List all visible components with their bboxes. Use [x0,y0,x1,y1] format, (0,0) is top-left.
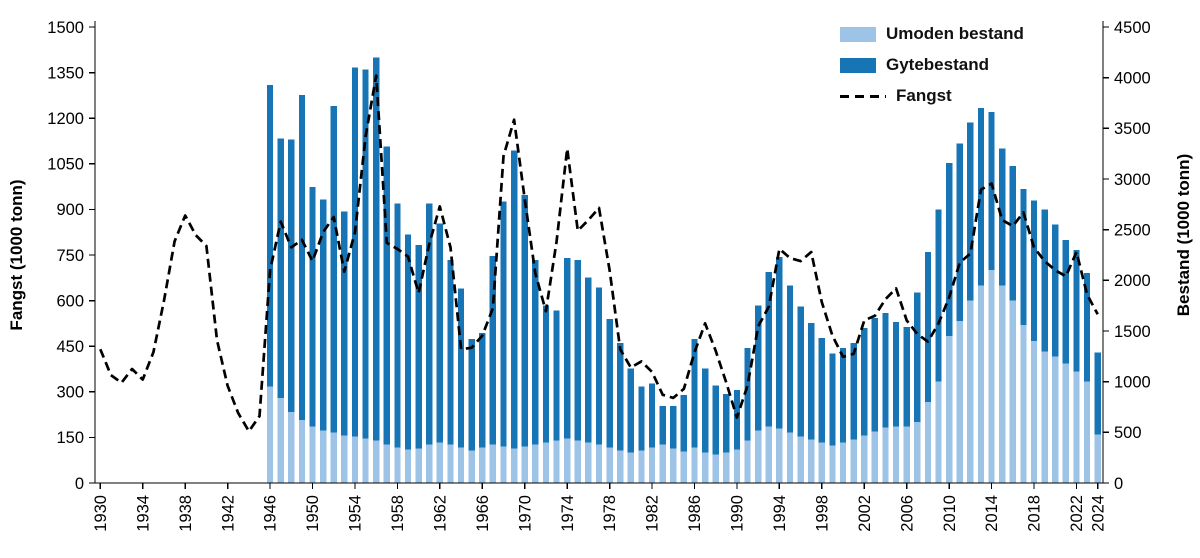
svg-text:2018: 2018 [1026,495,1044,532]
svg-text:1350: 1350 [47,64,84,82]
svg-text:1050: 1050 [47,156,84,174]
gytebestand-swatch [840,57,876,73]
svg-text:2500: 2500 [1114,221,1151,239]
svg-text:1938: 1938 [177,495,195,532]
svg-text:3000: 3000 [1114,171,1151,189]
svg-text:1500: 1500 [1114,323,1151,341]
svg-text:500: 500 [1114,424,1142,442]
legend-item-gytebestand: Gytebestand [840,55,1024,75]
chart-legend: Umoden bestand Gytebestand Fangst [840,24,1024,106]
svg-text:1000: 1000 [1114,373,1151,391]
svg-text:1954: 1954 [347,495,365,532]
svg-text:3500: 3500 [1114,120,1151,138]
svg-text:1982: 1982 [644,495,662,532]
right-axis-title: Bestand (1000 tonn) [1174,153,1193,317]
umoden-bestand-swatch [840,26,876,42]
svg-text:1946: 1946 [262,495,280,532]
svg-text:450: 450 [56,338,84,356]
svg-text:1978: 1978 [601,495,619,532]
svg-text:1930: 1930 [92,495,110,532]
left-axis-title: Fangst (1000 tonn) [7,179,26,331]
legend-label-gyte: Gytebestand [886,55,989,74]
svg-text:1986: 1986 [686,495,704,532]
svg-text:1942: 1942 [219,495,237,532]
svg-text:4000: 4000 [1114,69,1151,87]
svg-text:4500: 4500 [1114,19,1151,37]
svg-text:1958: 1958 [389,495,407,532]
svg-text:0: 0 [1114,475,1123,493]
legend-label-fangst: Fangst [896,86,952,105]
svg-text:1934: 1934 [134,495,152,532]
svg-text:1966: 1966 [474,495,492,532]
svg-text:0: 0 [75,475,84,493]
svg-text:2000: 2000 [1114,272,1151,290]
svg-text:750: 750 [56,247,84,265]
svg-text:1200: 1200 [47,110,84,128]
legend-item-umoden-bestand: Umoden bestand [840,24,1024,44]
svg-text:1950: 1950 [304,495,322,532]
legend-item-fangst: Fangst [840,86,1024,106]
svg-text:2002: 2002 [856,495,874,532]
svg-text:2022: 2022 [1068,495,1086,532]
svg-text:300: 300 [56,384,84,402]
svg-text:150: 150 [56,429,84,447]
svg-text:600: 600 [56,292,84,310]
fangst-dashed-line-sample [840,94,886,98]
svg-text:1994: 1994 [771,495,789,532]
svg-text:2006: 2006 [898,495,916,532]
legend-label-umoden: Umoden bestand [886,24,1024,43]
svg-text:2024: 2024 [1089,495,1107,532]
svg-text:900: 900 [56,201,84,219]
svg-text:1974: 1974 [559,495,577,532]
svg-text:2010: 2010 [941,495,959,532]
svg-text:1990: 1990 [729,495,747,532]
svg-text:1500: 1500 [47,19,84,37]
svg-text:1998: 1998 [813,495,831,532]
svg-text:2014: 2014 [983,495,1001,532]
svg-text:1962: 1962 [431,495,449,532]
svg-text:1970: 1970 [516,495,534,532]
